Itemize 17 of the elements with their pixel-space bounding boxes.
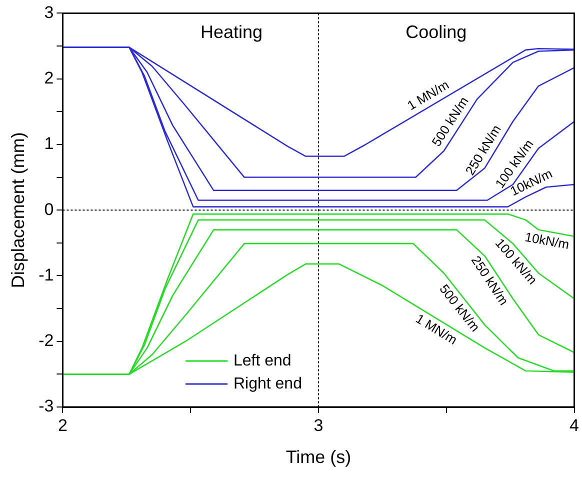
y-tick-label: 0 (44, 200, 54, 219)
annotation: 10kN/m (524, 229, 570, 252)
x-axis-title: Time (s) (286, 447, 352, 468)
y-tick-label: 1 (44, 134, 54, 154)
y-tick-label: 3 (44, 2, 54, 22)
annotation: Cooling (406, 22, 467, 42)
legend-label: Right end (233, 375, 302, 392)
x-tick-label: 3 (314, 416, 324, 435)
legend-label: Left end (233, 352, 292, 370)
y-tick-label: -1 (38, 265, 54, 284)
annotation: Heating (200, 22, 263, 42)
x-tick-label: 4 (570, 416, 580, 435)
y-axis-title: Displacement (mm) (8, 132, 28, 288)
y-tick-label: 2 (44, 68, 54, 88)
y-tick-label: -3 (38, 396, 54, 416)
y-tick-label: -2 (38, 331, 54, 350)
x-tick-label: 2 (58, 416, 68, 435)
